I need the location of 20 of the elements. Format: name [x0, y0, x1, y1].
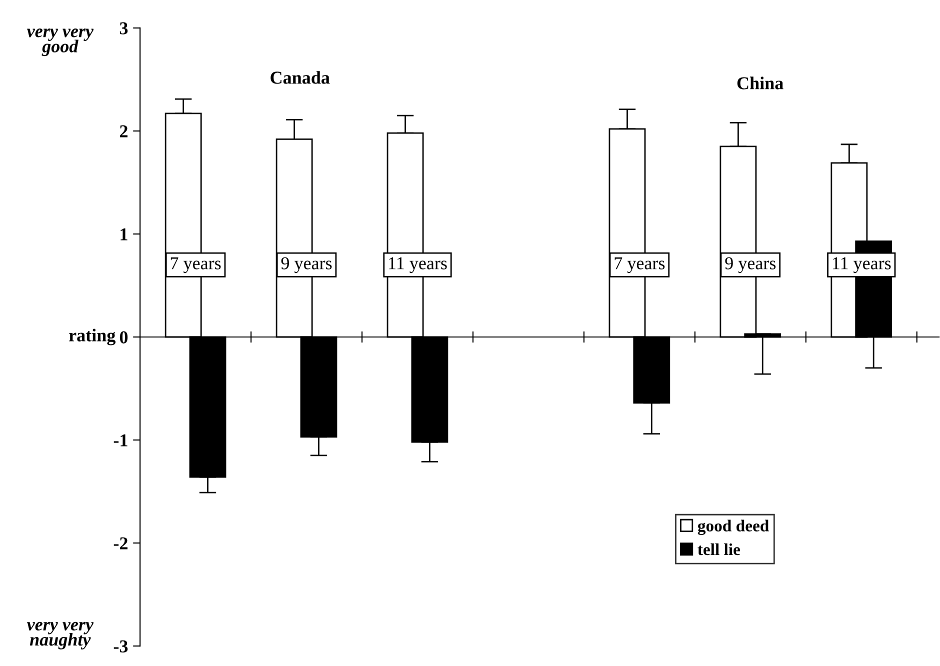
x-tick-label: 11 years: [389, 257, 447, 274]
x-tick-label: 7 years: [614, 257, 665, 274]
x-tick-label: 7 years: [170, 257, 221, 274]
x-tick-label: 9 years: [281, 257, 332, 274]
x-tick-label: 11 years: [832, 257, 891, 274]
text: very very good: [26, 28, 94, 56]
y-tick-label: 2: [120, 125, 128, 138]
x-tick-label: 9 years: [725, 257, 776, 274]
y-tick-label: 0: [120, 331, 128, 344]
text: very very naughty: [26, 622, 94, 650]
legend-label: good deed: [698, 520, 769, 535]
y-axis-title: rating: [69, 328, 116, 346]
y-tick-label: -3: [114, 640, 128, 652]
annotation: Canada: [270, 71, 330, 84]
y-tick-label: 3: [120, 22, 128, 34]
annotation: China: [737, 76, 784, 90]
legend-label: tell lie: [698, 543, 740, 556]
y-tick-label: -2: [114, 537, 128, 550]
y-tick-label: -1: [114, 434, 128, 446]
y-tick-label: 1: [120, 228, 128, 240]
